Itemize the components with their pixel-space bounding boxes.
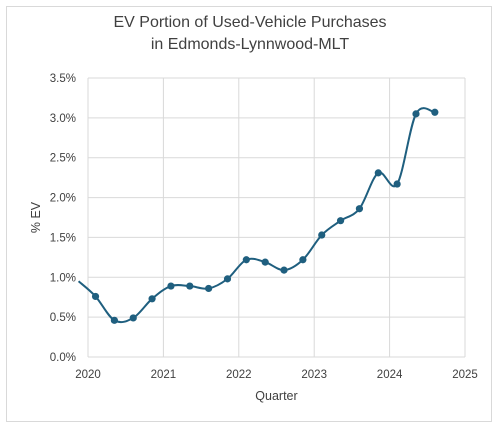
y-tick-label: 0.5% [50, 312, 76, 324]
data-point [91, 292, 100, 301]
data-point [318, 231, 326, 239]
y-tick-label: 2.0% [50, 193, 76, 205]
y-axis-label: % EV [29, 201, 43, 233]
data-point [186, 282, 194, 290]
data-point [280, 266, 288, 274]
x-axis-label: Quarter [255, 389, 297, 403]
x-tick-label: 2022 [226, 369, 252, 381]
y-tick-label: 0.0% [50, 352, 76, 364]
x-tick-label: 2023 [301, 369, 327, 381]
data-point [205, 284, 213, 293]
y-tick-label: 2.5% [50, 153, 76, 165]
data-point [223, 275, 232, 283]
chart-title-line-2: in Edmonds-Lynnwood-MLT [150, 36, 350, 53]
y-tick-label: 3.5% [50, 73, 76, 85]
data-point [129, 314, 137, 322]
data-point [412, 110, 420, 118]
x-tick-label: 2021 [151, 369, 177, 381]
data-point [242, 256, 250, 264]
chart-title: EV Portion of Used-Vehicle Purchases in … [0, 12, 500, 56]
data-point [355, 205, 364, 213]
data-point [393, 180, 401, 188]
x-tick-label: 2025 [452, 369, 478, 381]
x-tick-label: 2020 [75, 369, 101, 381]
data-point [299, 256, 307, 264]
data-point [431, 108, 439, 116]
chart-title-line-1: EV Portion of Used-Vehicle Purchases [113, 14, 387, 31]
x-tick-label: 2024 [377, 369, 403, 381]
y-tick-label: 1.5% [50, 232, 76, 244]
data-point [374, 169, 382, 177]
data-point [336, 217, 345, 225]
data-point [167, 282, 175, 290]
series-line [77, 107, 436, 324]
y-tick-label: 3.0% [50, 113, 76, 125]
data-point [261, 258, 269, 266]
y-tick-label: 1.0% [50, 272, 76, 284]
data-point [148, 295, 156, 303]
chart-frame [6, 6, 492, 422]
data-point [110, 316, 118, 324]
